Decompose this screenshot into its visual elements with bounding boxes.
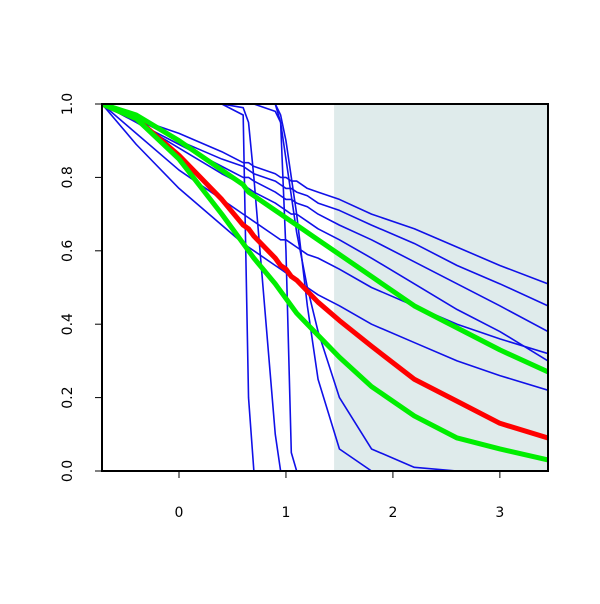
series-line xyxy=(102,104,548,471)
series-line xyxy=(102,104,548,471)
x-tick-label: 2 xyxy=(388,505,397,521)
series-line xyxy=(102,104,548,441)
shaded-region xyxy=(334,104,548,471)
y-tick-label: 0.4 xyxy=(60,313,76,335)
y-tick-label: 0.2 xyxy=(60,386,76,408)
series-line xyxy=(102,104,548,471)
series-line xyxy=(102,104,548,471)
series-line xyxy=(102,104,548,375)
series-line xyxy=(102,104,548,333)
series-line xyxy=(102,104,548,362)
y-tick-label: 0.6 xyxy=(60,240,76,262)
y-tick-label: 0.8 xyxy=(60,166,76,188)
y-tick-label: 1.0 xyxy=(60,93,76,115)
plot-frame xyxy=(101,103,549,472)
x-tick-label: 0 xyxy=(175,505,184,521)
y-tick-label: 0.0 xyxy=(60,460,76,482)
x-tick-label: 1 xyxy=(282,505,291,521)
x-tick-label: 3 xyxy=(495,505,504,521)
series-line xyxy=(102,104,548,463)
series-line xyxy=(102,104,548,307)
